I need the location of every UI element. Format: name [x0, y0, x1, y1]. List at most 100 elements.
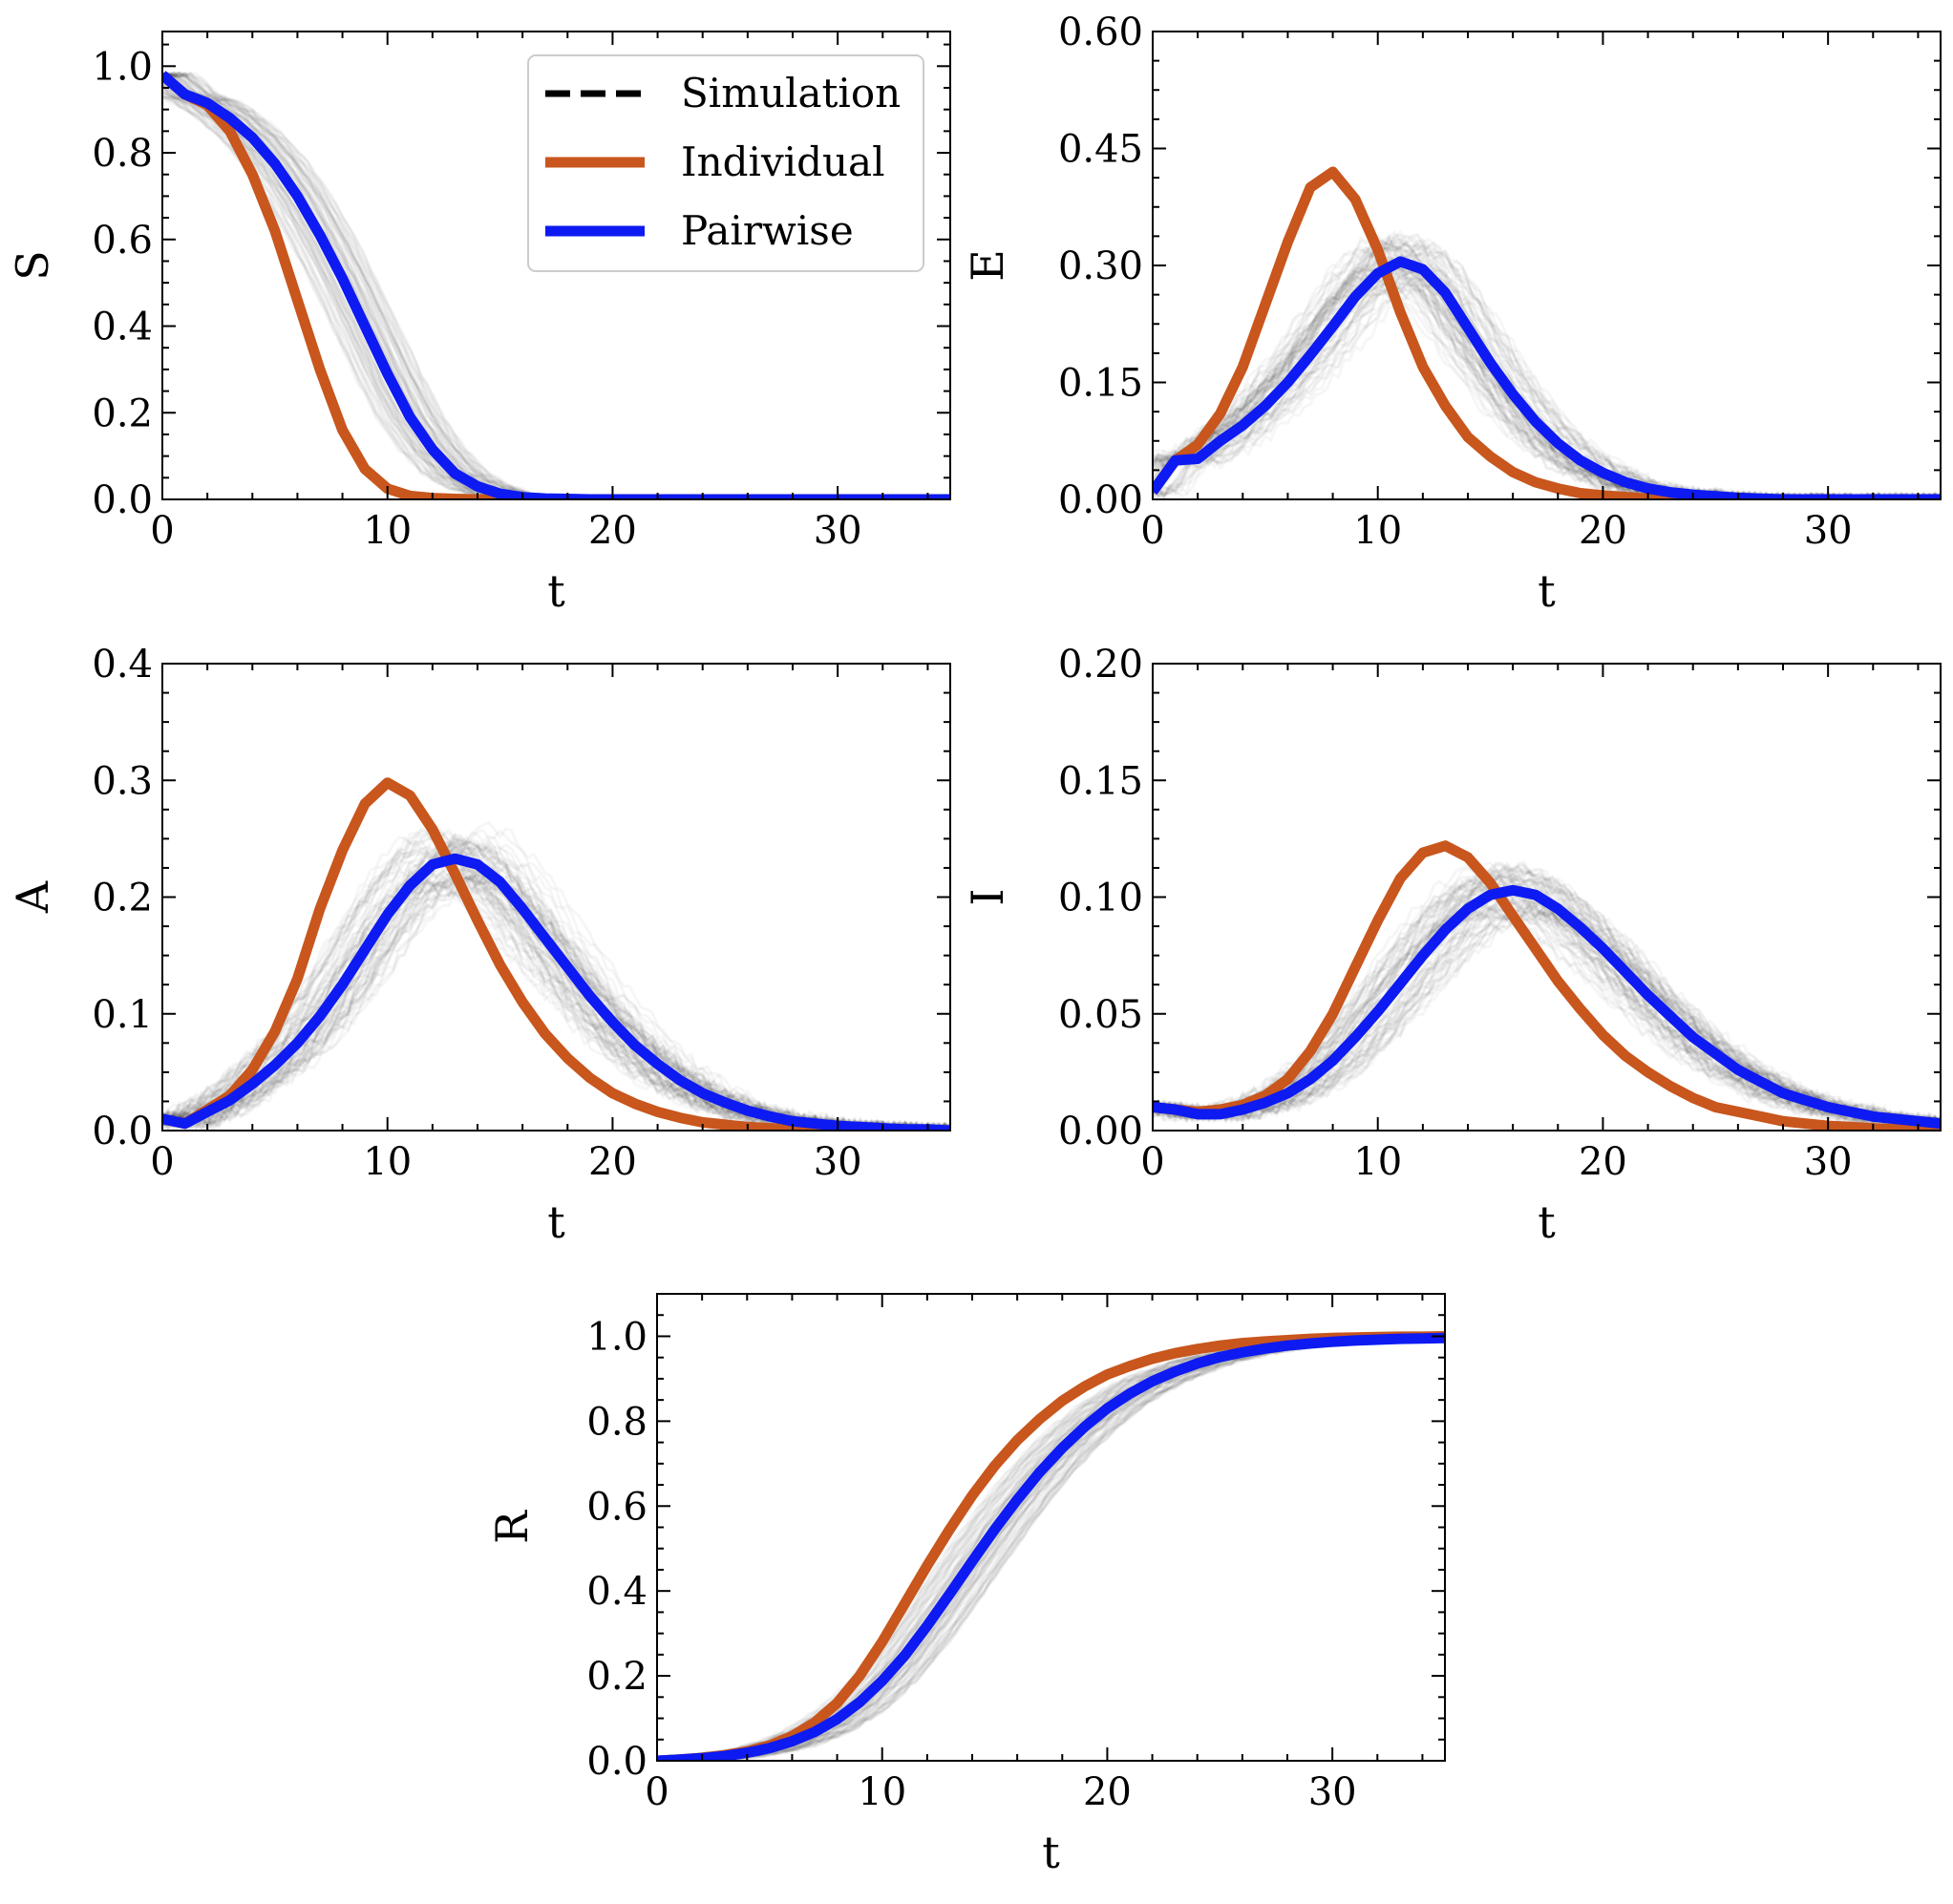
simulation-trace	[657, 1337, 1445, 1760]
simulation-trace	[657, 1338, 1445, 1761]
panel-S: 0 10 20 30 0.0 0.2 0.4 0.6 0.8 1.0 t S Simulation Ind…	[7, 31, 951, 617]
simulation-trace	[657, 1337, 1445, 1761]
series-individual-line	[162, 777, 950, 1131]
x-tick-label: 0	[150, 1140, 174, 1184]
legend-label-individual: Individual	[681, 138, 885, 185]
simulation-trace	[657, 1337, 1445, 1761]
simulation-trace	[657, 1337, 1445, 1762]
y-axis-label: S	[7, 250, 58, 281]
x-tick-label: 20	[1579, 1140, 1627, 1184]
simulation-trace	[657, 1337, 1445, 1761]
plot-area-I	[1153, 840, 1941, 1131]
x-axis-label: t	[547, 565, 565, 617]
simulation-trace	[657, 1338, 1445, 1762]
x-tick-label: 30	[1804, 1140, 1853, 1184]
simulation-trace	[657, 1337, 1445, 1760]
simulation-trace	[657, 1337, 1445, 1761]
x-axis-label: t	[1042, 1827, 1060, 1878]
simulation-trace	[657, 1337, 1445, 1761]
simulation-trace	[657, 1337, 1445, 1761]
x-axis-label: t	[547, 1196, 565, 1248]
simulation-trace	[657, 1339, 1445, 1761]
simulation-trace	[657, 1337, 1445, 1761]
simulation-trace	[657, 1337, 1445, 1761]
series-pairwise-line	[1153, 884, 1941, 1130]
x-tick-label: 30	[814, 1140, 862, 1184]
simulation-traces-R	[657, 1337, 1445, 1762]
simulation-traces-A	[162, 823, 950, 1131]
y-tick-label: 0.4	[92, 643, 153, 687]
y-tick-label: 0.4	[586, 1570, 647, 1614]
x-tick-label: 20	[588, 509, 637, 553]
series-pairwise-line	[657, 1332, 1445, 1761]
simulation-trace	[657, 1337, 1445, 1761]
x-tick-label: 10	[858, 1770, 906, 1814]
simulation-trace	[657, 1337, 1445, 1762]
y-ticks	[1153, 31, 1941, 500]
y-tick-label: 0.4	[92, 306, 153, 349]
y-tick-label: 0.15	[1058, 759, 1143, 803]
x-tick-label: 30	[814, 509, 862, 553]
simulation-traces-E	[1153, 232, 1941, 499]
y-tick-label: 0.15	[1058, 362, 1143, 406]
x-axis-label: t	[1538, 565, 1556, 617]
y-tick-label: 0.00	[1058, 478, 1143, 522]
simulation-trace	[657, 1337, 1445, 1761]
y-tick-label: 0.00	[1058, 1110, 1143, 1153]
simulation-trace	[657, 1337, 1445, 1761]
legend-label-pairwise: Pairwise	[681, 207, 854, 254]
x-tick-label: 30	[1804, 509, 1853, 553]
simulation-trace	[657, 1337, 1445, 1761]
simulation-trace	[657, 1337, 1445, 1761]
y-tick-label: 0.8	[92, 132, 153, 176]
simulation-trace	[657, 1337, 1445, 1761]
y-tick-label: 0.45	[1058, 128, 1143, 172]
y-tick-label: 0.3	[92, 759, 153, 803]
y-axis-label: E	[962, 249, 1013, 282]
simulation-trace	[657, 1337, 1445, 1761]
simulation-trace	[657, 1337, 1445, 1761]
y-tick-label: 0.0	[586, 1740, 647, 1784]
simulation-trace	[657, 1337, 1445, 1762]
simulation-trace	[657, 1338, 1445, 1761]
x-ticks	[161, 664, 929, 1131]
simulation-trace	[657, 1337, 1445, 1762]
simulation-trace	[657, 1337, 1445, 1761]
y-tick-label: 0.30	[1058, 244, 1143, 288]
series-individual-line	[1153, 840, 1941, 1131]
simulation-trace	[657, 1337, 1445, 1762]
simulation-trace	[657, 1337, 1445, 1761]
simulation-trace	[657, 1337, 1445, 1761]
panel-I: 0 10 20 30 0.00 0.05 0.10 0.15 0.20 t I	[962, 643, 1942, 1248]
x-ticks	[656, 1294, 1424, 1761]
simulation-trace	[657, 1337, 1445, 1761]
x-tick-label: 10	[363, 509, 412, 553]
y-tick-label: 0.60	[1058, 11, 1143, 54]
simulation-trace	[657, 1337, 1445, 1760]
series-pairwise-line	[1153, 256, 1941, 499]
simulation-trace	[657, 1337, 1445, 1761]
x-tick-label: 20	[1579, 509, 1627, 553]
simulation-trace	[657, 1338, 1445, 1761]
y-tick-label: 0.1	[92, 993, 153, 1037]
y-tick-label: 0.10	[1058, 877, 1143, 920]
simulation-trace	[657, 1337, 1445, 1761]
x-tick-label: 0	[1140, 509, 1164, 553]
simulation-trace	[657, 1337, 1445, 1761]
panel-R: 0 10 20 30 0.0 0.2 0.4 0.6 0.8 1.0 t R	[486, 1293, 1446, 1878]
simulation-trace	[657, 1337, 1445, 1761]
simulation-trace	[657, 1337, 1445, 1761]
simulation-trace	[657, 1337, 1445, 1762]
x-tick-label: 0	[150, 509, 174, 553]
simulation-trace	[657, 1337, 1445, 1762]
y-tick-label: 1.0	[586, 1315, 647, 1359]
y-ticks	[162, 43, 950, 500]
x-tick-label: 20	[1083, 1770, 1132, 1814]
x-ticks	[1152, 32, 1920, 499]
y-tick-label: 0.2	[92, 877, 153, 920]
simulation-trace	[657, 1337, 1445, 1761]
y-ticks	[1153, 663, 1941, 1132]
axes-frame	[656, 1293, 1446, 1762]
x-tick-label: 20	[588, 1140, 637, 1184]
